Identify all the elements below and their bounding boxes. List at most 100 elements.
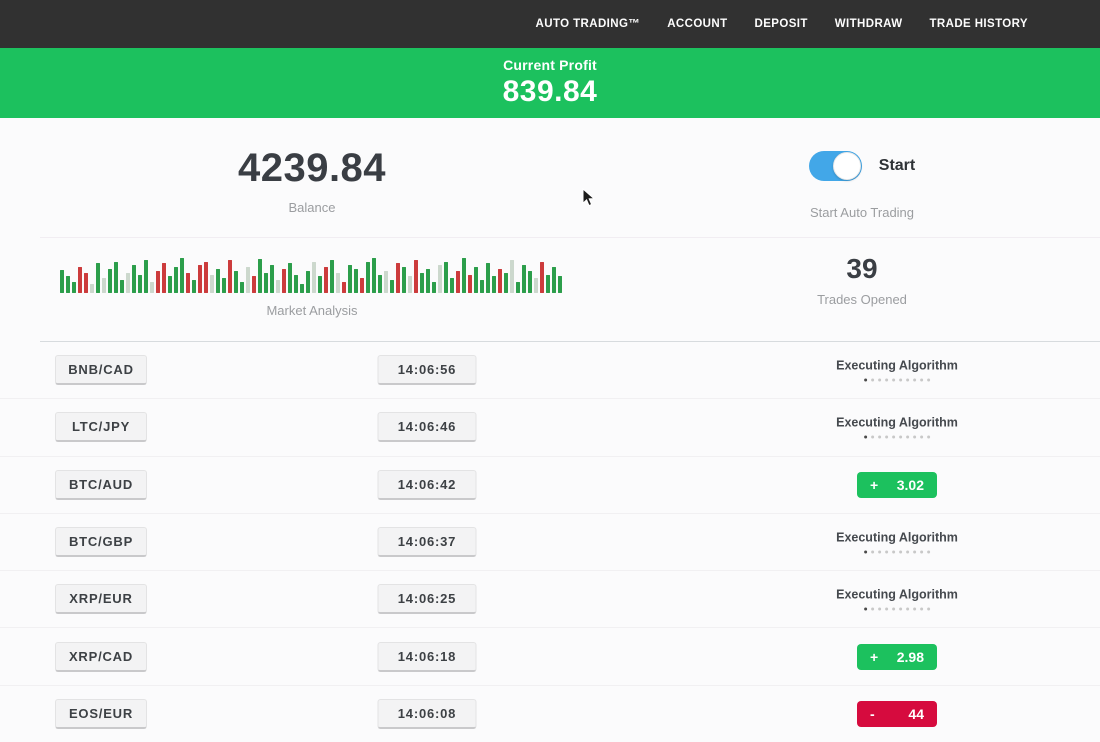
market-bar [71, 281, 76, 293]
market-bar [323, 267, 328, 293]
current-profit-banner: Current Profit 839.84 [0, 48, 1100, 118]
market-bar [485, 263, 490, 293]
nav-item-withdraw[interactable]: WITHDRAW [834, 18, 903, 30]
market-bar [107, 268, 112, 293]
market-bar [275, 280, 280, 293]
executing-algorithm-label: Executing Algorithm [836, 415, 958, 430]
market-bar [101, 278, 106, 293]
market-bar [491, 276, 496, 293]
divider [40, 341, 1100, 342]
executing-algorithm-label: Executing Algorithm [836, 587, 958, 602]
trade-status: Executing Algorithm [836, 531, 958, 554]
trade-row: BTC/GBP 14:06:37 Executing Algorithm [0, 514, 1100, 572]
market-bar [95, 263, 100, 293]
market-analysis-label: Market Analysis [266, 303, 358, 318]
progress-dot [870, 435, 874, 439]
time-badge: 14:06:08 [377, 698, 477, 729]
time-badge: 14:06:46 [377, 412, 477, 443]
divider [40, 237, 1100, 238]
market-bar [473, 267, 478, 293]
trades-opened-block: 39 Trades Opened [624, 238, 1100, 341]
market-bar [479, 280, 484, 293]
market-bar [227, 260, 232, 293]
time-badge: 14:06:18 [377, 641, 477, 672]
market-bar [269, 265, 274, 293]
market-bar [545, 274, 550, 293]
market-bar [113, 261, 118, 293]
market-bar [395, 263, 400, 293]
trades-opened-label: Trades Opened [817, 292, 907, 307]
progress-dot [912, 378, 916, 382]
result-value: 2.98 [896, 648, 924, 665]
market-bar [137, 274, 142, 293]
progress-dot [884, 378, 888, 382]
trade-row: XRP/CAD 14:06:18 +2.98 [0, 628, 1100, 686]
market-bar [443, 261, 448, 293]
progress-dot [905, 550, 909, 554]
market-bar [431, 281, 436, 293]
progress-dot [884, 607, 888, 611]
market-bar [497, 268, 502, 293]
trade-row: LTC/JPY 14:06:46 Executing Algorithm [0, 399, 1100, 457]
market-bar [551, 267, 556, 293]
market-bar [77, 267, 82, 293]
trade-status: +2.98 [857, 643, 937, 670]
market-bar [419, 272, 424, 293]
market-bar [179, 257, 184, 293]
pair-badge: BNB/CAD [55, 355, 147, 386]
market-bar [539, 261, 544, 293]
trades-list: BNB/CAD 14:06:56 Executing Algorithm LTC… [0, 342, 1100, 742]
result-sign: + [870, 476, 879, 493]
market-bar [359, 278, 364, 293]
market-bar [455, 270, 460, 293]
result-value: 3.02 [896, 476, 924, 493]
pair-badge: XRP/EUR [55, 584, 147, 615]
progress-dot [912, 550, 916, 554]
market-bar [371, 257, 376, 293]
nav-item-deposit[interactable]: DEPOSIT [754, 18, 808, 30]
market-bar [287, 263, 292, 293]
progress-dot [870, 550, 874, 554]
market-bar [527, 270, 532, 293]
progress-dots [863, 550, 930, 554]
result-sign: - [870, 705, 875, 722]
market-bar [209, 274, 214, 293]
market-bar [89, 283, 94, 293]
market-bar [143, 259, 148, 293]
market-bar [197, 265, 202, 293]
market-bar [377, 274, 382, 293]
progress-dot [912, 435, 916, 439]
trade-status: +3.02 [857, 471, 937, 498]
market-bar [59, 270, 64, 293]
progress-dot [891, 550, 895, 554]
nav-item-account[interactable]: ACCOUNT [667, 18, 728, 30]
market-bar [215, 268, 220, 293]
market-bar [161, 263, 166, 293]
time-badge: 14:06:56 [377, 355, 477, 386]
auto-trading-block: Start Start Auto Trading [624, 118, 1100, 237]
progress-dot [905, 378, 909, 382]
progress-dot [870, 607, 874, 611]
progress-dot [926, 378, 930, 382]
result-value: 44 [908, 705, 924, 722]
market-bar [533, 278, 538, 293]
market-bar [467, 274, 472, 293]
market-bar [233, 270, 238, 293]
progress-dot [926, 435, 930, 439]
auto-trading-toggle[interactable] [808, 151, 862, 181]
nav-item-trade-history[interactable]: TRADE HISTORY [929, 18, 1028, 30]
market-bar [221, 278, 226, 293]
progress-dot [905, 607, 909, 611]
market-bar [365, 261, 370, 293]
progress-dot [863, 607, 867, 611]
market-bar [389, 280, 394, 293]
progress-dot [891, 378, 895, 382]
progress-dot [919, 435, 923, 439]
market-bar [311, 261, 316, 293]
current-profit-value: 839.84 [502, 75, 598, 108]
progress-dot [863, 550, 867, 554]
market-bar [119, 280, 124, 293]
time-badge: 14:06:37 [377, 527, 477, 558]
balance-label: Balance [288, 200, 336, 215]
nav-item-auto-trading[interactable]: AUTO TRADING™ [535, 18, 641, 30]
